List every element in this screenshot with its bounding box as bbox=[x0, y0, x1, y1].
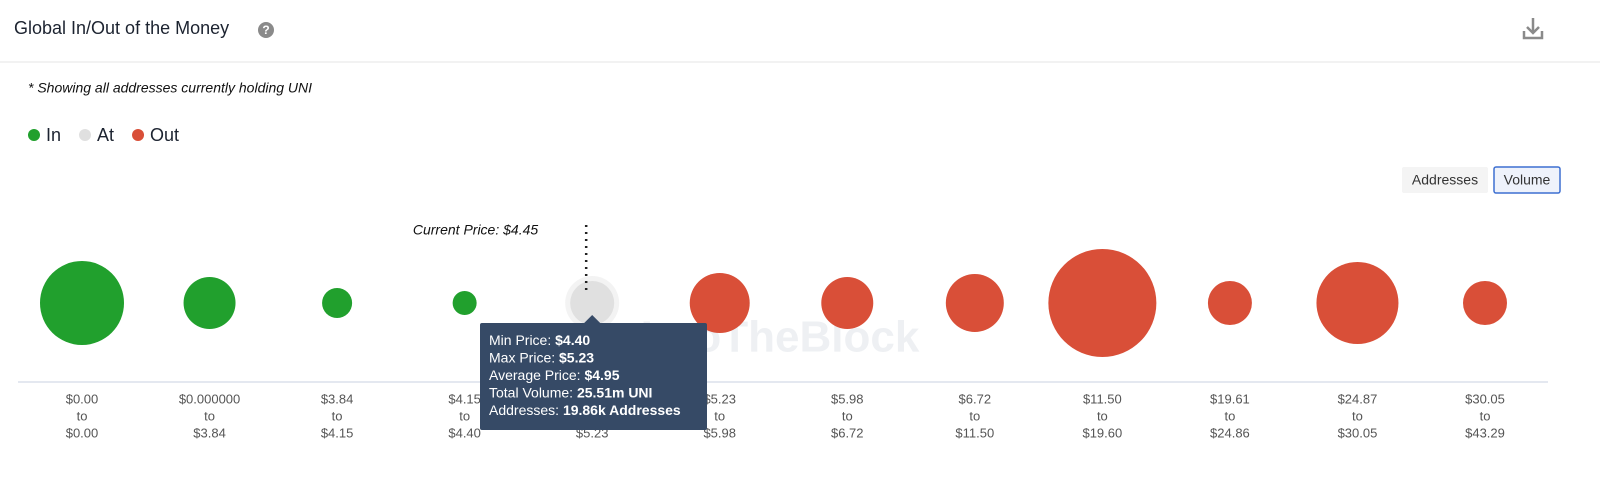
title: Global In/Out of the Money bbox=[14, 18, 229, 38]
x-tick-from: $24.87 bbox=[1338, 391, 1378, 406]
legend-swatch bbox=[132, 129, 145, 141]
tooltip-label: Average Price: bbox=[489, 367, 581, 383]
bubble bbox=[322, 287, 353, 319]
x-tick-from: $0.00 bbox=[66, 391, 99, 406]
x-tick-to: $0.00 bbox=[66, 425, 99, 440]
x-tick-to: $4.40 bbox=[448, 425, 481, 440]
download-arrow bbox=[1526, 18, 1540, 35]
toggle-label: Volume bbox=[1504, 172, 1551, 188]
bubble bbox=[183, 277, 236, 329]
x-tick-from: $19.61 bbox=[1210, 391, 1250, 406]
x-tick-from: $5.98 bbox=[831, 391, 864, 406]
x-tick-word: to bbox=[1224, 408, 1235, 423]
legend-label: Out bbox=[150, 125, 179, 145]
help-circle bbox=[258, 22, 274, 38]
download-tray bbox=[1522, 31, 1544, 40]
bubble bbox=[1316, 262, 1399, 344]
x-tick-word: to bbox=[1097, 408, 1108, 423]
toggle-button[interactable] bbox=[1402, 167, 1488, 193]
toggle-button[interactable] bbox=[1493, 166, 1561, 194]
toggle-label: Addresses bbox=[1412, 172, 1478, 188]
bubble bbox=[39, 260, 125, 346]
bubble bbox=[452, 290, 477, 316]
legend-swatch bbox=[79, 129, 92, 141]
x-tick-to: $19.60 bbox=[1082, 425, 1122, 440]
bubble bbox=[1207, 281, 1252, 325]
tooltip-box bbox=[480, 323, 707, 430]
bubble bbox=[689, 273, 750, 333]
x-tick-to: $11.50 bbox=[955, 425, 994, 440]
tooltip-row: Average Price: $4.95 bbox=[489, 367, 620, 383]
tooltip-value: 19.86k Addresses bbox=[563, 402, 681, 418]
x-tick-from: $0.000000 bbox=[179, 391, 240, 406]
legend-label: In bbox=[46, 125, 61, 145]
tooltip-row: Max Price: $5.23 bbox=[489, 349, 594, 365]
help-icon[interactable]: ? bbox=[258, 22, 274, 38]
legend-swatch bbox=[28, 129, 40, 141]
x-tick-word: to bbox=[969, 408, 980, 423]
x-tick-word: to bbox=[459, 408, 470, 423]
tooltip-label: Max Price: bbox=[489, 349, 555, 365]
x-tick-word: to bbox=[77, 408, 88, 423]
x-tick-from: $6.72 bbox=[959, 391, 992, 406]
bubble bbox=[821, 277, 874, 329]
tooltip-value: $4.95 bbox=[584, 367, 619, 383]
toggle: Addresses Volume bbox=[1402, 166, 1561, 194]
tooltip-label: Addresses: bbox=[489, 402, 559, 418]
current-price-label: Current Price: $4.45 bbox=[413, 222, 538, 238]
x-tick-from: $5.23 bbox=[703, 391, 736, 406]
x-tick-word: to bbox=[714, 408, 725, 423]
plot: IntoTheBlock$0.00to$0.00$0.000000to$3.84… bbox=[18, 222, 1548, 440]
tooltip-pointer bbox=[583, 315, 602, 324]
x-tick-to: $4.15 bbox=[321, 425, 354, 440]
legend: In At Out bbox=[28, 125, 179, 145]
x-tick-to: $43.29 bbox=[1465, 425, 1505, 440]
tooltip-value: $5.23 bbox=[559, 349, 594, 365]
x-tick-word: to bbox=[842, 408, 853, 423]
bubble bbox=[1048, 249, 1157, 357]
tooltip-value: 25.51m UNI bbox=[577, 384, 652, 400]
x-tick-word: to bbox=[332, 408, 343, 423]
download-icon[interactable] bbox=[1522, 18, 1544, 40]
tooltip-row: Addresses: 19.86k Addresses bbox=[489, 402, 681, 418]
legend-label: At bbox=[97, 125, 114, 145]
help-glyph: ? bbox=[262, 23, 269, 37]
x-tick-from: $30.05 bbox=[1465, 391, 1505, 406]
x-tick-to: $24.86 bbox=[1210, 425, 1250, 440]
subtitle: * Showing all addresses currently holdin… bbox=[28, 80, 312, 96]
x-tick-word: to bbox=[1352, 408, 1363, 423]
tooltip-value: $4.40 bbox=[555, 332, 590, 348]
bubble bbox=[945, 274, 1004, 332]
tooltip-row: Min Price: $4.40 bbox=[489, 332, 590, 348]
tooltip-row: Total Volume: 25.51m UNI bbox=[489, 384, 652, 400]
tooltip-label: Min Price: bbox=[489, 332, 551, 348]
x-tick-to: $3.84 bbox=[193, 425, 226, 440]
x-tick-to: $5.98 bbox=[703, 425, 736, 440]
bubble bbox=[1463, 281, 1507, 325]
x-tick-word: to bbox=[1480, 408, 1491, 423]
x-tick-to: $6.72 bbox=[831, 425, 864, 440]
x-tick-word: to bbox=[204, 408, 215, 423]
bubble bbox=[570, 281, 615, 325]
x-tick-from: $11.50 bbox=[1083, 391, 1122, 406]
x-tick-to: $30.05 bbox=[1338, 425, 1378, 440]
x-tick-from: $3.84 bbox=[321, 391, 354, 406]
x-tick-from: $4.15 bbox=[448, 391, 481, 406]
tooltip-label: Total Volume: bbox=[489, 384, 573, 400]
